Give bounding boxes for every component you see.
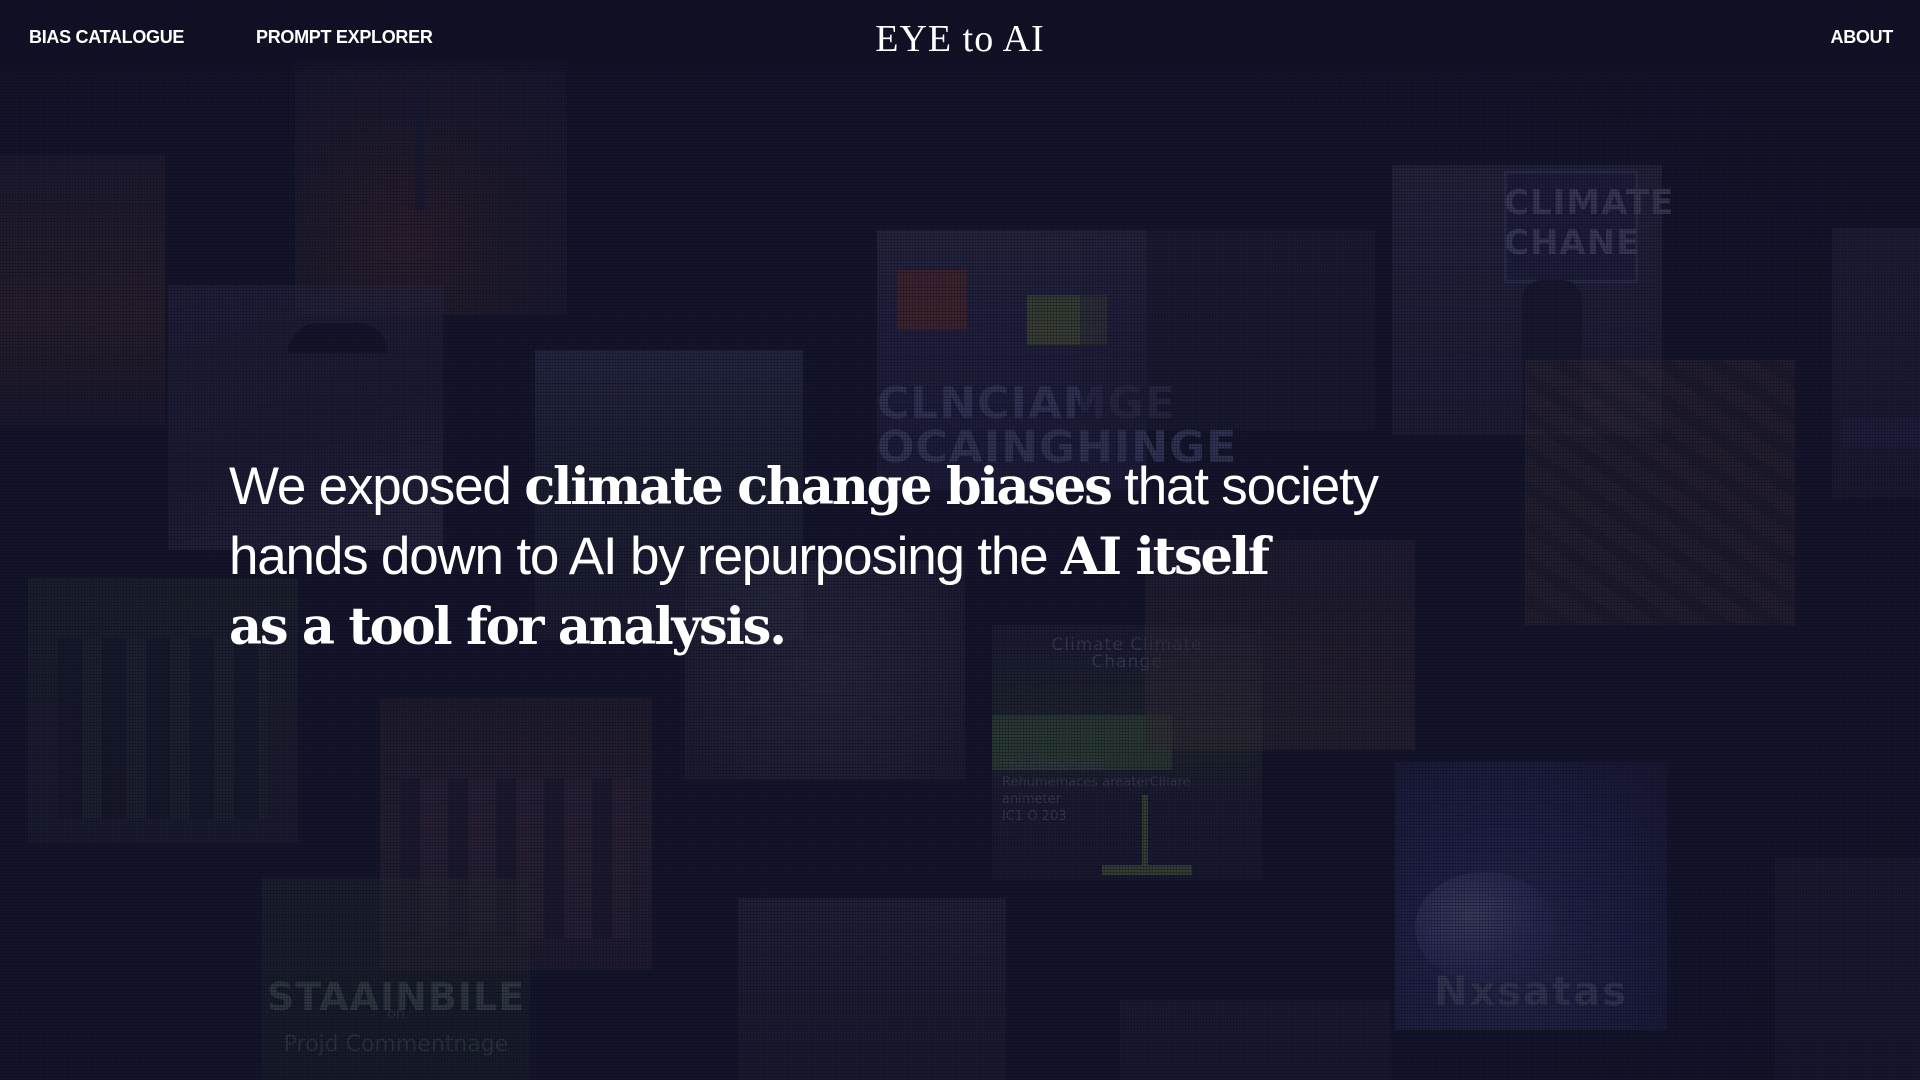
collage-image <box>295 60 567 315</box>
nav-prompt-explorer-link[interactable]: PROMPT EXPLORER <box>256 27 433 47</box>
hero-line-3: as a tool for analysis. <box>229 592 1429 662</box>
collage-image-dry-earth <box>1525 360 1795 625</box>
collage-image-detail <box>288 323 388 353</box>
collage-image-detail <box>1415 872 1555 982</box>
collage-image <box>1775 858 1920 1080</box>
collage-image <box>738 898 1006 1080</box>
hero-line-2: hands down to AI by repurposing the AI i… <box>229 522 1429 592</box>
collage-sign-text: CLIMATE CHANE <box>1504 183 1675 263</box>
hero-emphasis: climate change biases <box>524 457 1113 517</box>
collage-image-detail <box>58 638 268 818</box>
hero-text: We exposed <box>229 457 525 516</box>
collage-sign-text: The clemetiolcs Rehumemaces areaterCilia… <box>1002 758 1191 824</box>
collage-sign-text: Projd Commentnage <box>283 1032 509 1057</box>
hero-emphasis: as a tool for analysis. <box>229 597 787 657</box>
collage-image-detail <box>415 90 425 210</box>
collage-sign-text: Nxsatas <box>1434 969 1628 1015</box>
collage-image <box>0 155 165 425</box>
hero-text: hands down to AI by repurposing the <box>229 527 1061 586</box>
hero-text: that society <box>1110 457 1379 516</box>
collage-image-detail <box>1102 865 1192 875</box>
hero-statement: We exposed climate change biases that so… <box>229 452 1429 662</box>
collage-image-green-sign: STAAINBILE on Projd Commentnage <box>262 878 530 1080</box>
nav-bias-catalogue-link[interactable]: BIAS CATALOGUE <box>29 27 185 47</box>
collage-sign-text: on <box>387 1006 405 1022</box>
collage-image-detail <box>1842 418 1920 448</box>
collage-image-detail <box>1142 795 1148 875</box>
collage-image-detail <box>897 270 967 330</box>
hero-emphasis: AI itself <box>1060 527 1270 587</box>
hero-line-1: We exposed climate change biases that so… <box>229 452 1429 522</box>
collage-image <box>1120 1000 1390 1080</box>
collage-image <box>1080 230 1375 430</box>
nav-about-link[interactable]: ABOUT <box>1830 27 1894 47</box>
top-nav-bar: BIAS CATALOGUE PROMPT EXPLORER EYE to AI… <box>0 0 1920 76</box>
collage-image-ice: Nxsatas <box>1395 762 1667 1030</box>
collage-image <box>1832 228 1920 498</box>
site-logo[interactable]: EYE to AI <box>875 18 1045 60</box>
